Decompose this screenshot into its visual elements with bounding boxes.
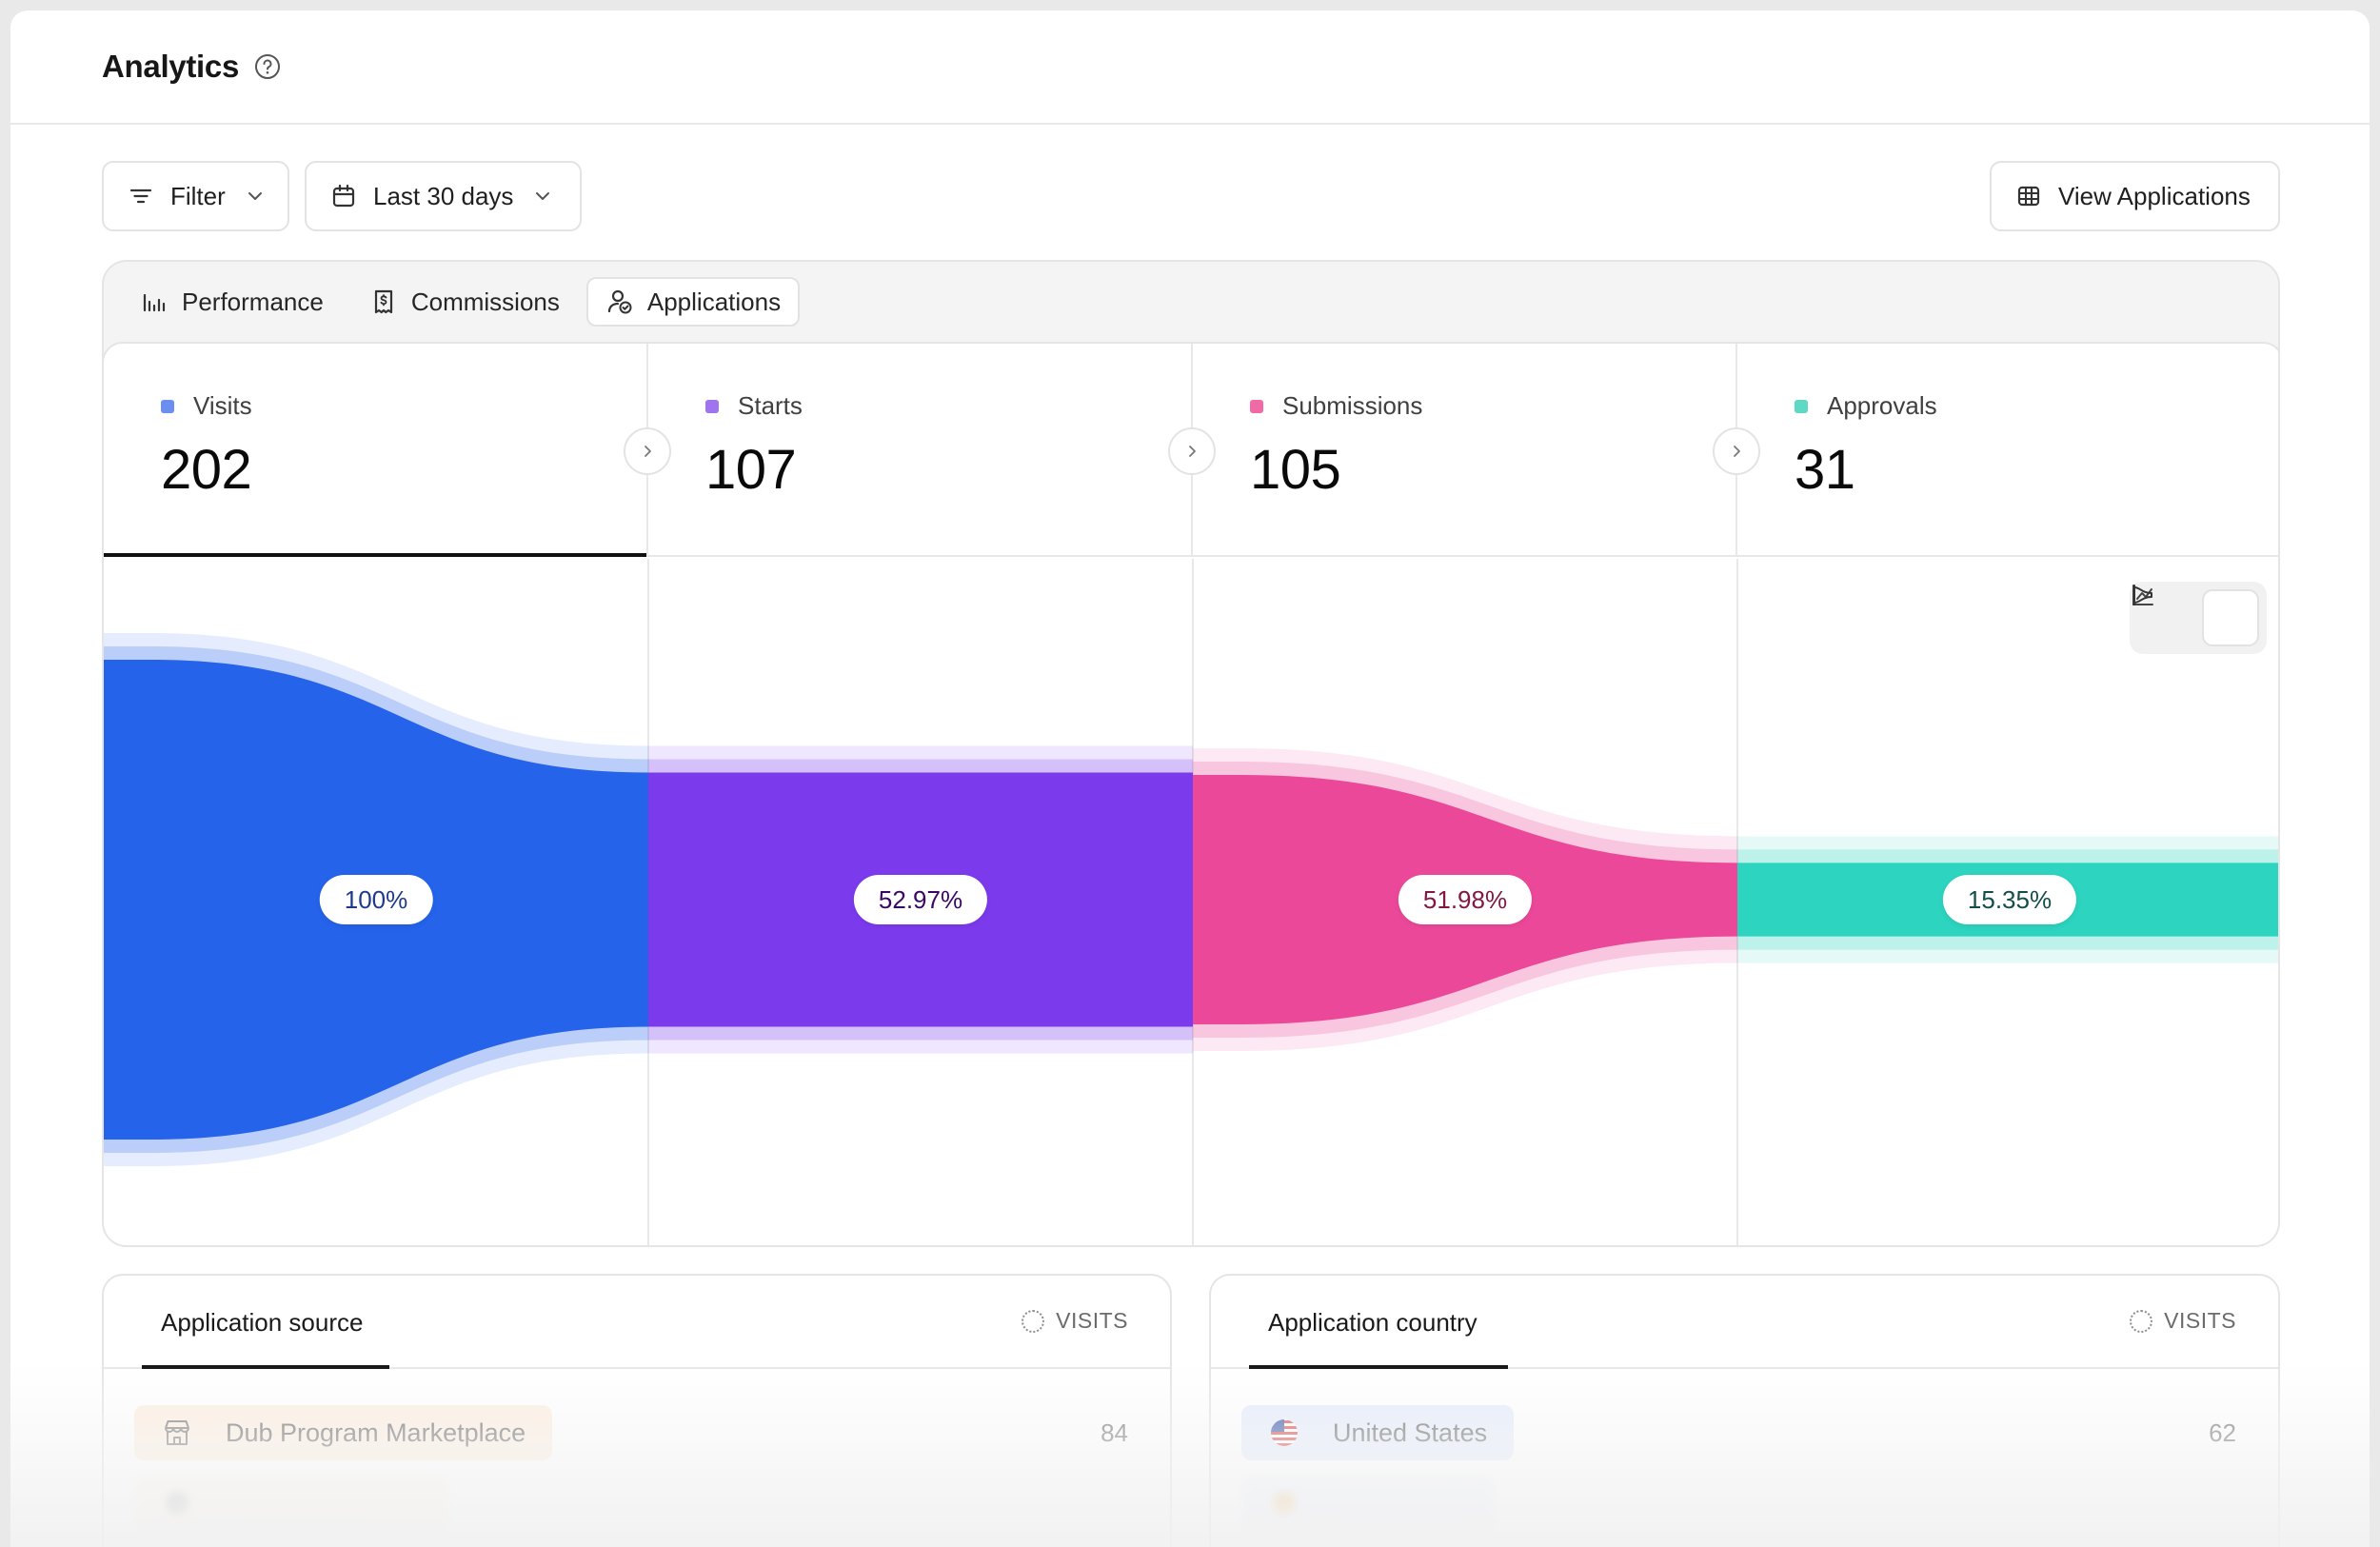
metric-label: Approvals <box>1827 391 1937 420</box>
list-item[interactable]: United States <box>1241 1405 1515 1460</box>
stage-percent-label: 100% <box>319 875 433 924</box>
tab-underline <box>142 1365 389 1369</box>
list-item[interactable]: Dub Program Marketplace <box>134 1405 553 1460</box>
tab-performance[interactable]: Performance <box>121 277 343 327</box>
user-check-icon <box>605 288 634 316</box>
list-item[interactable] <box>134 1476 448 1531</box>
dotted-circle-icon <box>1021 1309 1045 1333</box>
analytics-window: Analytics Filter Last 30 days View Appli… <box>10 10 2370 1547</box>
analytics-panel: Performance Commissions Applications Vis… <box>102 260 2280 1247</box>
table-grid-icon <box>2014 182 2043 210</box>
store-icon <box>161 1417 193 1449</box>
submissions-swatch <box>1250 399 1263 413</box>
page-title: Analytics <box>102 49 240 84</box>
funnel-card: Visits 202 Starts 107 Submissions 105 Ap… <box>104 342 2278 1245</box>
receipt-dollar-icon <box>369 288 398 316</box>
chevron-right-icon <box>1168 427 1216 475</box>
filter-button[interactable]: Filter <box>102 161 289 231</box>
metric-value: 31 <box>1795 439 1855 501</box>
metric-row: Visits 202 Starts 107 Submissions 105 Ap… <box>104 344 2278 557</box>
page-header: Analytics <box>10 10 2370 125</box>
metric-starts[interactable]: Starts 107 <box>648 344 1216 555</box>
filter-lines-icon <box>127 182 155 210</box>
chevron-down-icon <box>245 186 266 207</box>
metric-selector[interactable]: VISITS <box>1021 1308 1128 1334</box>
metric-value: 107 <box>705 439 797 501</box>
stage-percent-label: 15.35% <box>1942 875 2077 924</box>
metric-visits[interactable]: Visits 202 <box>104 344 671 557</box>
chevron-down-icon <box>532 186 553 207</box>
funnel-chart-toggle[interactable] <box>2133 585 2259 646</box>
card-header: Application source VISITS <box>104 1276 1170 1369</box>
tab-label: Performance <box>182 287 324 316</box>
card-title[interactable]: Application country <box>1268 1308 1478 1337</box>
application-source-card: Application source VISITS Dub Program Ma… <box>102 1274 1172 1547</box>
funnel-chart: 100% 52.97% 51.98% 15.35% <box>104 559 2278 1245</box>
calendar-icon <box>329 182 358 210</box>
visits-swatch <box>161 399 174 413</box>
us-flag-icon <box>1268 1417 1300 1449</box>
metric-submissions[interactable]: Submissions 105 <box>1193 344 1760 555</box>
analytics-tabs: Performance Commissions Applications <box>104 262 2278 342</box>
metric-label: Submissions <box>1282 391 1423 420</box>
tab-underline <box>1249 1365 1508 1369</box>
view-applications-label: View Applications <box>2058 181 2251 210</box>
help-circle-icon[interactable] <box>254 53 281 80</box>
tab-commissions[interactable]: Commissions <box>350 277 579 327</box>
flag-icon <box>1268 1487 1300 1519</box>
card-title[interactable]: Application source <box>161 1308 364 1337</box>
tab-applications[interactable]: Applications <box>585 277 801 327</box>
stage-percent-label: 51.98% <box>1398 875 1533 924</box>
view-applications-button[interactable]: View Applications <box>1990 161 2280 231</box>
application-country-card: Application country VISITS United States… <box>1209 1274 2280 1547</box>
starts-swatch <box>705 399 719 413</box>
list-item-label: United States <box>1333 1418 1488 1447</box>
tab-label: Commissions <box>410 287 560 316</box>
metric-value: 202 <box>161 439 252 501</box>
chevron-right-icon <box>1713 427 1760 475</box>
date-range-label: Last 30 days <box>373 181 514 210</box>
list-item-value: 62 <box>2209 1418 2236 1447</box>
approvals-swatch <box>1795 399 1808 413</box>
metric-selector[interactable]: VISITS <box>2130 1308 2236 1334</box>
metric-label: VISITS <box>1056 1308 1128 1333</box>
list-item-label: Dub Program Marketplace <box>226 1418 526 1447</box>
dotted-circle-icon <box>2130 1309 2153 1333</box>
stage-percent-label: 52.97% <box>853 875 988 924</box>
tab-label: Applications <box>646 287 782 316</box>
metric-value: 105 <box>1250 439 1341 501</box>
chart-view-toggle <box>2130 582 2267 654</box>
list-item[interactable] <box>1241 1476 1495 1531</box>
date-range-button[interactable]: Last 30 days <box>305 161 582 231</box>
globe-icon <box>161 1487 193 1519</box>
filter-label: Filter <box>170 181 226 210</box>
metric-label: Visits <box>193 391 252 420</box>
metric-approvals[interactable]: Approvals 31 <box>1737 344 2278 555</box>
chevron-right-icon <box>624 427 671 475</box>
list-item-value: 84 <box>1101 1418 1128 1447</box>
metric-label: Starts <box>738 391 803 420</box>
metric-label: VISITS <box>2164 1308 2236 1333</box>
bar-chart-icon <box>140 288 169 316</box>
card-header: Application country VISITS <box>1211 1276 2278 1369</box>
